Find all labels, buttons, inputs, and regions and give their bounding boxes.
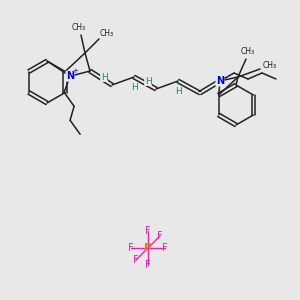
Text: H: H bbox=[145, 76, 152, 85]
Text: H: H bbox=[175, 86, 182, 95]
Text: N: N bbox=[66, 71, 74, 81]
Text: F: F bbox=[145, 260, 151, 270]
Text: F: F bbox=[162, 243, 168, 253]
Text: F: F bbox=[157, 231, 163, 241]
Text: F: F bbox=[133, 255, 139, 265]
Text: CH₃: CH₃ bbox=[72, 23, 86, 32]
Text: +: + bbox=[72, 68, 78, 74]
Text: CH₃: CH₃ bbox=[263, 61, 277, 70]
Text: H: H bbox=[100, 73, 107, 82]
Text: F: F bbox=[145, 226, 151, 236]
Text: P: P bbox=[144, 243, 152, 253]
Text: F: F bbox=[128, 243, 134, 253]
Text: N: N bbox=[216, 76, 224, 86]
Text: CH₃: CH₃ bbox=[241, 47, 255, 56]
Text: CH₃: CH₃ bbox=[100, 29, 114, 38]
Text: H: H bbox=[130, 82, 137, 91]
